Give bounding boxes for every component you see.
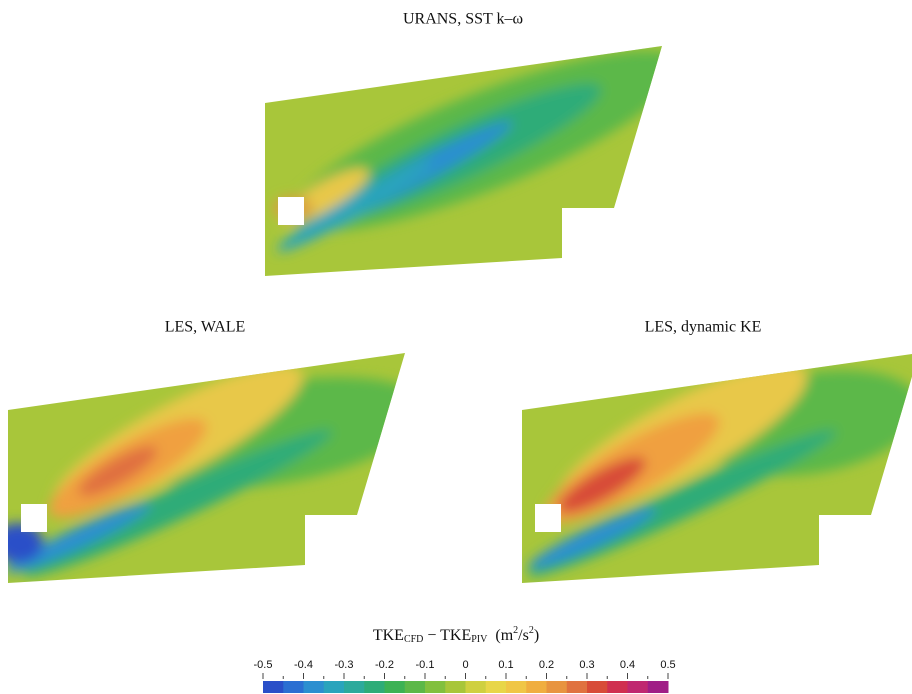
contour-region xyxy=(558,457,646,513)
contour-field xyxy=(8,353,405,583)
colorbar-segment xyxy=(526,681,547,693)
colorbar-label: TKECFD − TKEPIV (m2/s2) xyxy=(373,625,539,645)
colorbar-tick-label: -0.4 xyxy=(294,659,313,671)
label-part: /s xyxy=(518,627,529,644)
contour-region xyxy=(276,160,434,252)
colorbar-segment xyxy=(384,681,406,693)
label-part: PIV xyxy=(471,634,488,645)
colorbar-tick-label: -0.3 xyxy=(335,659,354,671)
colorbar-segment xyxy=(344,681,365,693)
contour-blobs xyxy=(527,364,912,577)
colorbar-segment xyxy=(627,681,649,693)
colorbar-segment xyxy=(364,681,385,693)
label-part: 2 xyxy=(513,625,518,636)
contour-plot xyxy=(265,46,662,276)
contour-field xyxy=(265,46,662,276)
colorbar-segment xyxy=(607,681,628,693)
label-part: 2 xyxy=(529,625,534,636)
colorbar-tick-label: 0.3 xyxy=(579,659,594,671)
colorbar-segment xyxy=(485,681,507,693)
colorbar-segment xyxy=(303,681,325,693)
panel-title: LES, dynamic KE xyxy=(645,319,762,336)
colorbar-segment xyxy=(425,681,446,693)
contour-blobs xyxy=(273,50,662,252)
colorbar-segment xyxy=(283,681,304,693)
contour-region xyxy=(23,429,333,577)
colorbar-segment xyxy=(445,681,466,693)
contour-region xyxy=(528,507,656,569)
obstacle xyxy=(535,504,561,532)
colorbar-tick-label: 0.4 xyxy=(620,659,635,671)
panel-title: URANS, SST k–ω xyxy=(403,11,523,28)
contour-plot xyxy=(8,353,405,583)
colorbar-tick-label: 0 xyxy=(462,659,468,671)
colorbar-segment xyxy=(404,681,426,693)
contour-field xyxy=(522,353,912,583)
contour-blobs xyxy=(8,365,405,577)
label-part: TKE xyxy=(373,627,404,644)
colorbar-segment xyxy=(263,681,284,693)
colorbar-segment xyxy=(465,681,487,693)
panel-title: LES, WALE xyxy=(165,319,246,336)
colorbar-segment xyxy=(506,681,527,693)
colorbar-tick-label: -0.1 xyxy=(416,659,435,671)
label-part: CFD xyxy=(404,634,423,645)
label-part: ) xyxy=(534,627,539,644)
contour-region xyxy=(8,523,43,563)
colorbar-tick-label: 0.2 xyxy=(539,659,554,671)
contour-region xyxy=(8,502,151,574)
colorbar-segment xyxy=(647,681,669,693)
colorbar-segment xyxy=(587,681,608,693)
label-part: (m xyxy=(487,627,513,644)
contour-region xyxy=(78,446,158,496)
obstacle xyxy=(21,504,47,532)
contour-plot xyxy=(522,353,912,583)
colorbar-segment xyxy=(323,681,345,693)
colorbar-tick-label: -0.2 xyxy=(375,659,394,671)
colorbar-segment xyxy=(566,681,588,693)
colorbar-tick-label: -0.5 xyxy=(254,659,273,671)
colorbar-tick-label: 0.1 xyxy=(498,659,513,671)
obstacle xyxy=(278,197,304,225)
label-part: − TKE xyxy=(423,627,471,644)
colorbar-segment xyxy=(546,681,568,693)
colorbar-tick-label: 0.5 xyxy=(660,659,675,671)
